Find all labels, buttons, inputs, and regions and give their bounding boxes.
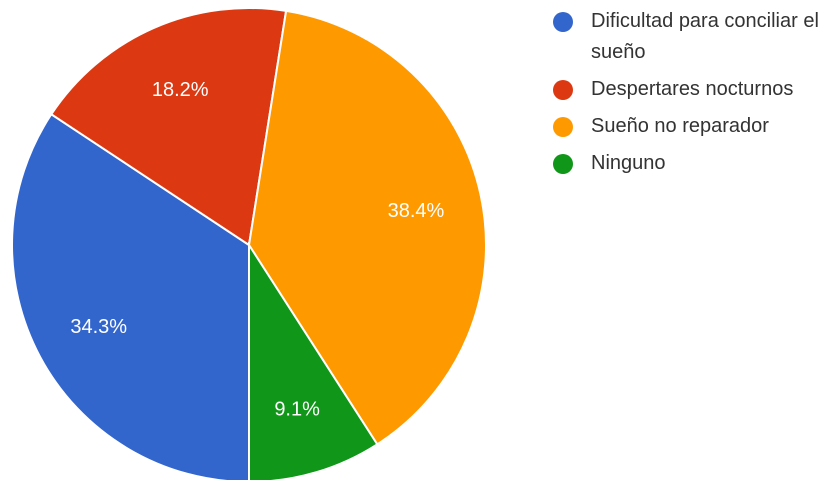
legend-item-1: Despertares nocturnos [553, 74, 821, 105]
slice-label-1: 18.2% [152, 79, 209, 101]
legend-swatch-3 [553, 154, 573, 174]
slice-label-3: 9.1% [274, 399, 320, 421]
pie-slice-1 [49, 7, 288, 247]
legend-swatch-0 [553, 12, 573, 32]
chart-legend: Dificultad para conciliar el sueño Desper… [553, 6, 821, 185]
legend-swatch-2 [553, 117, 573, 137]
pie-slice-0 [11, 112, 250, 480]
slice-label-2: 38.4% [388, 200, 445, 222]
legend-item-2: Sueño no reparador [553, 111, 821, 142]
legend-item-3: Ninguno [553, 148, 821, 179]
legend-item-0: Dificultad para conciliar el sueño [553, 6, 821, 68]
legend-label-1: Despertares nocturnos [591, 78, 794, 100]
pie-chart: 34.3% 18.2% 38.4% 9.1% [11, 7, 487, 480]
legend-label-3: Ninguno [591, 152, 666, 174]
pie-slice-3 [248, 241, 379, 480]
legend-swatch-1 [553, 80, 573, 100]
slice-label-0: 34.3% [70, 316, 127, 338]
legend-label-2: Sueño no reparador [591, 115, 769, 137]
legend-label-0: Dificultad para conciliar el sueño [591, 10, 819, 63]
